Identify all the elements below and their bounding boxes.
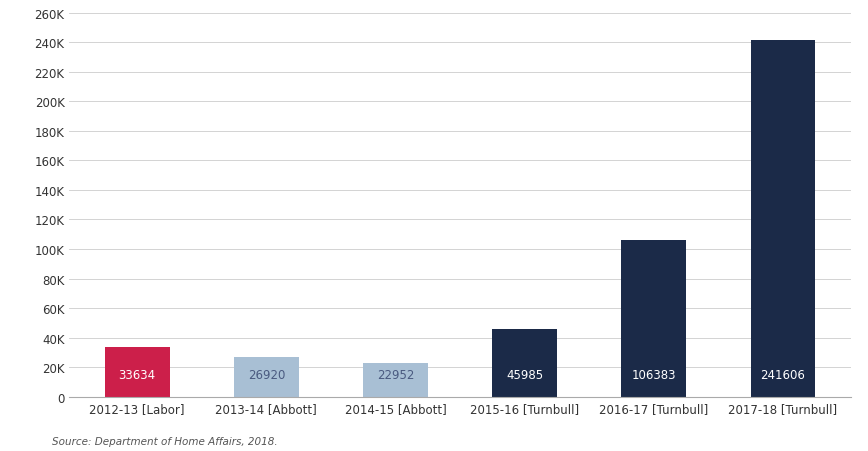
Bar [621,240,686,397]
Text: 45985: 45985 [506,368,543,382]
Bar [492,329,557,397]
Bar [105,347,169,397]
Text: 33634: 33634 [119,368,155,382]
Bar [234,357,299,397]
Text: 241606: 241606 [760,368,806,382]
Text: 22952: 22952 [377,368,414,382]
Text: Source: Department of Home Affairs, 2018.: Source: Department of Home Affairs, 2018… [52,437,278,446]
Text: 26920: 26920 [247,368,285,382]
Bar [751,41,815,397]
Text: 106383: 106383 [632,368,676,382]
Bar [363,363,428,397]
